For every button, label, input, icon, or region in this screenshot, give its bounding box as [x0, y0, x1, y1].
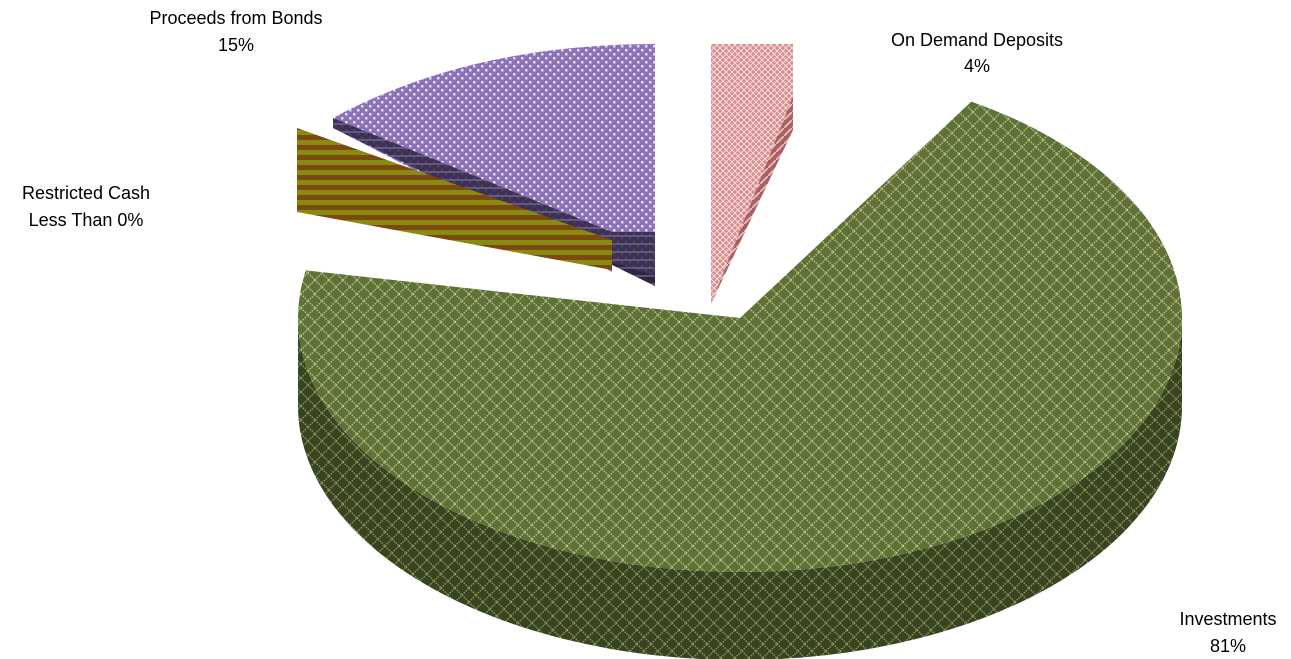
slice-label-note: Less Than 0%: [29, 210, 144, 230]
slice-label-name: Investments: [1179, 609, 1276, 629]
slice-label-name: Proceeds from Bonds: [149, 8, 322, 28]
slice-on-demand-deposits-side: [711, 96, 793, 304]
slice-label-percent: 15%: [218, 35, 254, 55]
slice-label-name: Restricted Cash: [22, 183, 150, 203]
slice-investments: [297, 101, 1182, 572]
slice-on-demand-deposits: [711, 44, 793, 304]
slice-investments-side: [298, 318, 1182, 659]
slice-label-name: On Demand Deposits: [891, 30, 1063, 50]
slice-label-percent: 81%: [1210, 636, 1246, 656]
slice-label-percent: 4%: [964, 56, 990, 76]
slice-restricted-cash: [297, 128, 612, 270]
